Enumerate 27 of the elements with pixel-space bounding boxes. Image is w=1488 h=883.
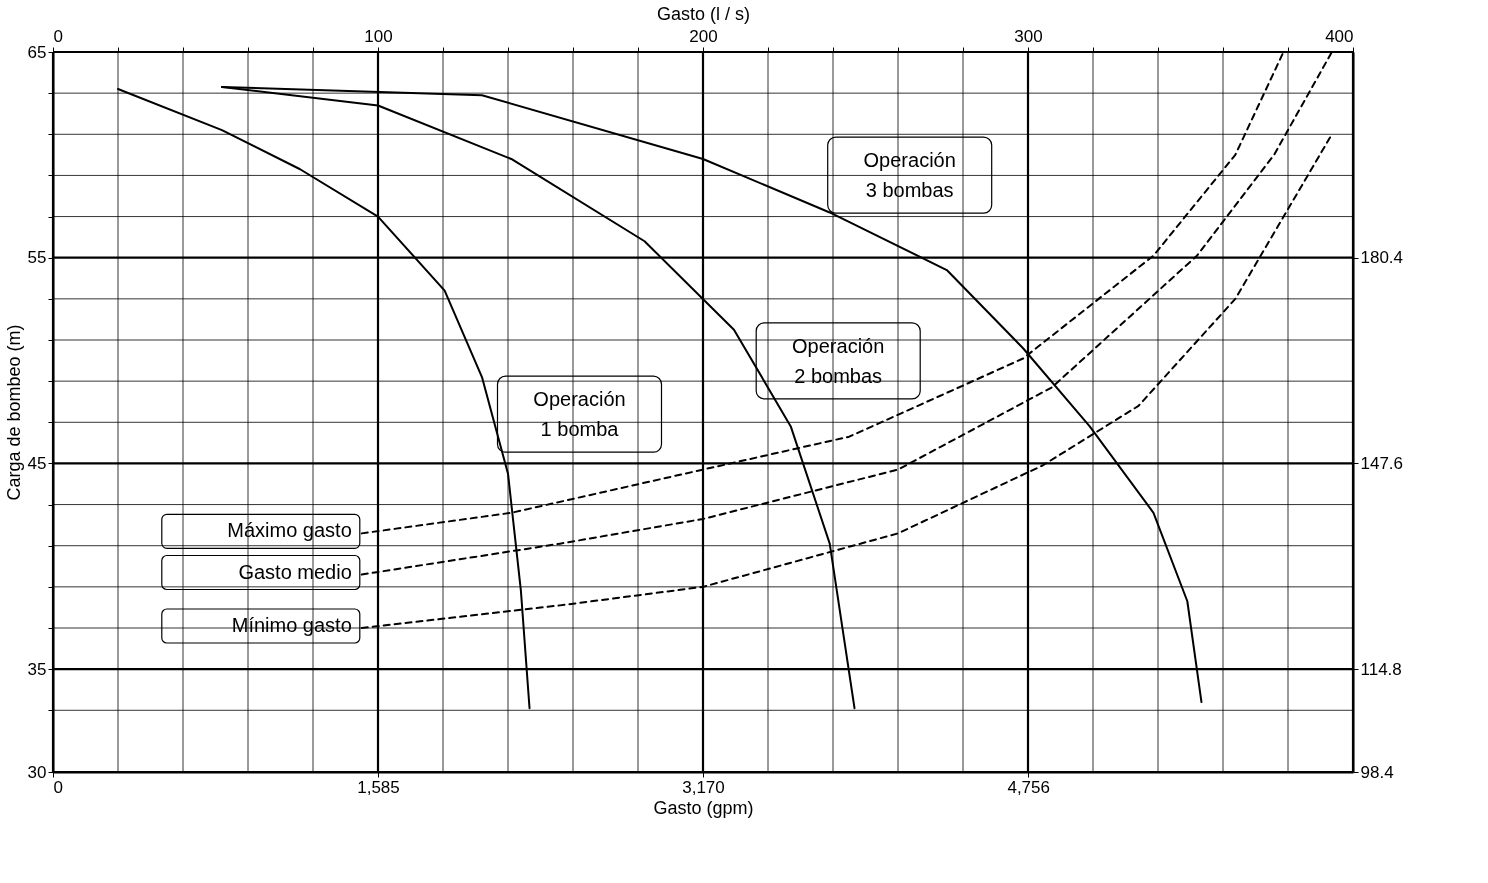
x2-tick-label: 300: [1014, 26, 1043, 46]
x-tick-label: 4,756: [1007, 777, 1050, 797]
series-label: Máximo gasto: [227, 519, 352, 542]
series-label: Operación 1 bomba: [533, 388, 626, 441]
x2-tick-label: 0: [53, 26, 63, 46]
y-tick-label: 30: [27, 762, 47, 782]
y2-tick-label: 147.6: [1360, 453, 1404, 473]
y-tick-label: 35: [27, 659, 47, 679]
y2-tick-label: 180.4: [1360, 248, 1404, 268]
x-axis-title: Gasto (gpm): [653, 797, 754, 818]
x2-tick-label: 400: [1325, 26, 1354, 46]
series-label: Mínimo gasto: [231, 614, 352, 636]
y2-tick-label: 98.4: [1360, 762, 1394, 782]
y2-tick-label: 114.8: [1360, 659, 1402, 679]
series-label: Gasto medio: [238, 560, 352, 583]
series-label: Operación 3 bombas: [863, 149, 956, 202]
x2-tick-label: 100: [364, 26, 393, 46]
y-axis-title: Carga de bombeo (m): [3, 324, 24, 501]
x2-tick-label: 200: [689, 26, 718, 46]
x-tick-label: 3,170: [682, 777, 725, 797]
y-tick-label: 45: [27, 453, 47, 473]
y-tick-label: 65: [27, 42, 47, 62]
x2-axis-title: Gasto (l / s): [656, 3, 751, 24]
y-tick-label: 55: [27, 248, 47, 268]
x-tick-label: 1,585: [357, 777, 400, 797]
x-tick-label: 0: [53, 777, 63, 797]
series-label: Operación 2 bombas: [792, 334, 885, 387]
